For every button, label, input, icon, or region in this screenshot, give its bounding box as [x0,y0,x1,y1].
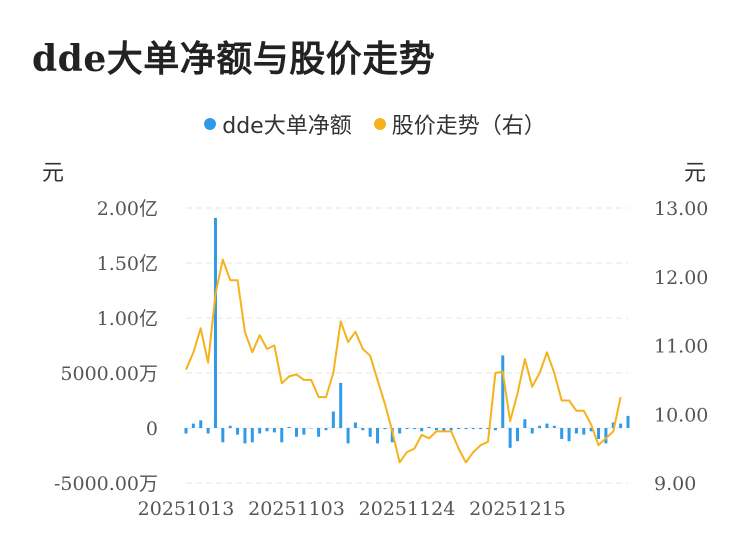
dde-bar [412,428,416,430]
dde-bar [486,428,490,430]
left-axis-tick-label: 1.00亿 [97,308,158,330]
right-axis-tick-label: 12.00 [654,267,708,289]
dde-bar [523,419,527,428]
dde-bar [582,428,586,435]
dde-bar [479,428,483,430]
dde-bar [317,428,321,437]
right-axis-tick-label: 10.00 [654,404,708,426]
dde-bar [457,428,461,430]
dde-bar [383,428,387,430]
dde-bar [530,428,534,434]
dde-bar [272,428,276,433]
left-axis-tick-label: 5000.00万 [60,363,158,385]
dde-bar [331,411,335,428]
dde-bar [199,420,203,428]
price-line [185,258,622,464]
dde-bar [265,428,269,432]
dde-bar [191,423,195,428]
chart-title: dde大单净额与股价走势 [32,38,436,80]
left-axis-tick-label: 0 [146,418,158,440]
dde-bar [619,423,623,428]
dde-bar [309,428,313,429]
dde-bar [626,415,630,428]
dde-bar [442,428,446,432]
left-axis-tick-label: 2.00亿 [97,198,158,220]
dde-bar [464,428,468,430]
dde-bar [368,428,372,437]
left-axis-tick-label: 1.50亿 [97,253,158,275]
dde-bar [567,428,571,442]
right-axis-tick-label: 13.00 [654,198,708,220]
dde-bar [236,428,240,435]
dde-bar [302,428,306,435]
dde-bar [280,428,284,443]
dde-bar [449,428,453,431]
dde-bar [376,428,380,444]
dde-bar [339,382,343,428]
x-axis-tick-label: 20251103 [248,498,345,520]
dde-bar [560,428,564,439]
dde-bar [493,428,497,431]
dde-bar [604,428,608,444]
dde-bar [552,425,556,428]
dde-bar [250,428,254,443]
legend-label-dde: dde大单净额 [222,114,352,139]
dde-bar [295,428,298,437]
dde-bar [434,428,438,431]
dde-bar [545,423,549,428]
x-axis-tick-label: 20251215 [469,498,566,520]
dde-bar [258,428,262,434]
legend-item-price[interactable]: 股价走势（右） [373,108,546,140]
dde-bar [324,428,328,431]
right-axis-tick-label: 9.00 [654,473,696,495]
dde-bar [221,428,225,443]
dde-bar [353,422,357,428]
dde-bar [346,428,350,444]
dde-bar [206,428,210,434]
dde-bar [508,428,512,448]
dde-bar [574,428,578,434]
dde-bar [213,217,217,428]
dde-bar [516,428,519,442]
legend-marker-price [373,118,386,130]
legend-item-dde[interactable]: dde大单净额 [204,108,352,140]
dde-bar [184,428,188,434]
dde-bar [501,355,505,428]
left-axis-unit: 元 [42,161,65,186]
dde-bar [243,428,247,444]
dde-bar [228,425,232,428]
legend: dde大单净额 股价走势（右） [0,108,750,140]
dde-bar [420,428,424,432]
x-axis-tick-label: 20251013 [138,498,235,520]
dde-bar [398,428,402,434]
dde-bar [427,426,431,428]
left-axis-tick-label: -5000.00万 [54,473,158,495]
legend-label-price: 股价走势（右） [391,114,546,139]
x-axis-tick-label: 20251124 [359,498,456,520]
dde-bar [597,428,601,439]
dde-bar [405,428,409,430]
legend-marker-dde [204,118,217,130]
right-axis-unit: 元 [684,161,707,186]
dde-bar [589,428,593,432]
dde-bar [287,426,291,428]
right-axis-tick-label: 11.00 [654,336,708,358]
dde-bar [361,428,365,431]
dde-bar [611,422,615,428]
dde-bar [538,425,542,428]
dde-bar [471,428,475,430]
